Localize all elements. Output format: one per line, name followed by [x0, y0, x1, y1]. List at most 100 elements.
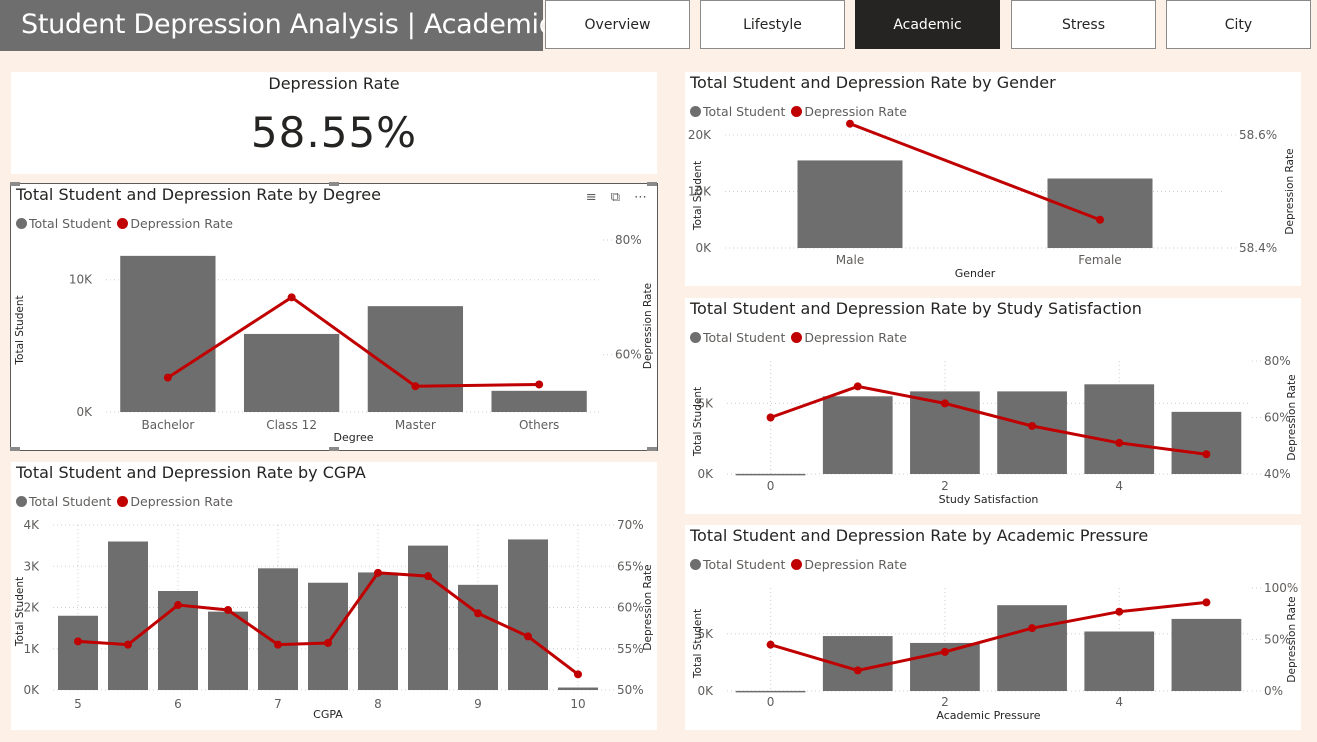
y-tick-label: 5K	[697, 396, 714, 410]
y2-tick-label: 58.4%	[1239, 241, 1277, 255]
focus-mode-icon[interactable]: ⧉	[610, 190, 620, 205]
bar	[58, 615, 98, 690]
legend-label: Depression Rate	[804, 557, 907, 572]
y2-tick-label: 100%	[1264, 581, 1298, 595]
legend-item-total-student[interactable]: Total Student	[690, 330, 785, 345]
legend-line-marker	[791, 106, 803, 117]
filter-icon[interactable]: ≡	[585, 190, 597, 205]
tab-city[interactable]: City	[1166, 0, 1311, 49]
bar	[408, 545, 448, 690]
y-tick-label: 5K	[697, 627, 714, 641]
chart-title: Total Student and Depression Rate by Gen…	[690, 73, 1056, 92]
legend-item-depression-rate[interactable]: Depression Rate	[117, 216, 233, 231]
line-point	[1115, 607, 1124, 616]
legend-bar-marker	[690, 559, 701, 570]
legend-item-depression-rate[interactable]: Depression Rate	[791, 557, 907, 572]
x-tick-label: 0	[767, 479, 775, 493]
x-tick-label: Others	[519, 418, 559, 432]
line-point	[374, 568, 382, 577]
line-point	[766, 640, 775, 649]
legend-item-depression-rate[interactable]: Depression Rate	[791, 104, 907, 119]
chart-title: Total Student and Depression Rate by CGP…	[16, 463, 366, 482]
y-axis-title: Total Student	[692, 387, 704, 457]
legend-item-depression-rate[interactable]: Depression Rate	[117, 494, 233, 509]
resize-handle[interactable]	[329, 447, 339, 451]
x-tick-label: 9	[474, 697, 482, 711]
legend-label: Depression Rate	[130, 216, 233, 231]
resize-handle[interactable]	[647, 447, 657, 451]
line-point	[474, 609, 482, 618]
legend-label: Total Student	[29, 494, 112, 509]
legend-bar-marker	[690, 332, 701, 343]
depression-rate-line	[770, 384, 1207, 456]
legend-line-marker	[791, 559, 803, 570]
degree-chart-card[interactable]: Total Student and Depression Rate by Deg…	[10, 182, 658, 451]
bar	[735, 690, 806, 693]
report-title: Student Depression Analysis | Academic	[21, 9, 554, 40]
y2-axis-title: Depression Rate	[1286, 596, 1298, 682]
legend-item-total-student[interactable]: Total Student	[690, 557, 785, 572]
x-axis-title: Gender	[955, 267, 996, 280]
x-tick-label: Female	[1078, 253, 1121, 267]
bar	[1171, 411, 1242, 474]
y2-tick-label: 40%	[1264, 467, 1291, 481]
legend-item-depression-rate[interactable]: Depression Rate	[791, 330, 907, 345]
line-point	[424, 572, 432, 581]
satisfaction-chart-card[interactable]: Total Student and Depression Rate by Stu…	[685, 298, 1301, 514]
gender-chart-card[interactable]: Total Student and Depression Rate by Gen…	[685, 72, 1301, 286]
resize-handle[interactable]	[647, 182, 657, 186]
bar	[1084, 384, 1155, 474]
report-header: Student Depression Analysis | Academic O…	[0, 0, 1317, 51]
tab-stress[interactable]: Stress	[1011, 0, 1156, 49]
resize-handle[interactable]	[10, 182, 20, 186]
y2-axis-title: Depression Rate	[1286, 374, 1298, 460]
kpi-card[interactable]: Depression Rate 58.55%	[11, 72, 657, 174]
legend-bar-marker	[16, 496, 27, 507]
y-tick-label: 20K	[688, 128, 712, 142]
legend-bar-marker	[16, 218, 27, 229]
line-point	[940, 647, 949, 656]
satisfaction-chart-plot: 0K 5K 40% 60% 80% 0 2 4 Study Satisfaction Total …	[692, 354, 1298, 506]
bar	[458, 584, 498, 690]
y2-tick-label: 80%	[615, 233, 642, 247]
legend-item-total-student[interactable]: Total Student	[690, 104, 785, 119]
bar	[108, 541, 148, 690]
x-tick-label: 4	[1115, 479, 1123, 493]
y2-tick-label: 50%	[1264, 633, 1291, 647]
depression-rate-line	[849, 122, 1101, 222]
legend-label: Total Student	[703, 104, 786, 119]
line-point	[1202, 450, 1211, 459]
tab-lifestyle[interactable]: Lifestyle	[700, 0, 845, 49]
y2-tick-label: 70%	[617, 518, 644, 532]
legend-line-marker	[117, 496, 129, 507]
bar	[797, 160, 903, 248]
pressure-chart-plot: 0K 5K 0% 50% 100% 0 2 4 Academic Pressure Total S…	[692, 581, 1298, 722]
tab-academic[interactable]: Academic	[855, 0, 1000, 49]
resize-handle[interactable]	[329, 182, 339, 186]
line-point	[74, 637, 82, 646]
bar	[367, 306, 464, 412]
chart-legend: Total Student Depression Rate	[690, 330, 913, 345]
y-tick-label: 2K	[23, 601, 40, 615]
y2-axis-title: Depression Rate	[642, 564, 654, 650]
cgpa-chart-card[interactable]: Total Student and Depression Rate by CGP…	[11, 462, 657, 730]
tab-overview[interactable]: Overview	[545, 0, 690, 49]
x-axis-title: Academic Pressure	[936, 709, 1040, 722]
more-options-icon[interactable]: ⋯	[634, 190, 647, 205]
bar	[208, 611, 248, 690]
pressure-chart-card[interactable]: Total Student and Depression Rate by Aca…	[685, 525, 1301, 730]
x-tick-label: 0	[767, 695, 775, 709]
visual-header-icons: ≡ ⧉ ⋯	[586, 190, 647, 205]
bar	[258, 568, 298, 690]
chart-title: Total Student and Depression Rate by Aca…	[690, 526, 1149, 545]
y-tick-label: 0K	[697, 467, 714, 481]
bar	[120, 255, 216, 412]
bar	[1171, 618, 1242, 691]
degree-chart-plot: 0K 10K 60% 80% Bachelor Class 12 Master Others D…	[14, 233, 654, 444]
legend-label: Total Student	[703, 557, 786, 572]
resize-handle[interactable]	[10, 447, 20, 451]
report-title-bar: Student Depression Analysis | Academic	[0, 0, 554, 51]
legend-item-total-student[interactable]: Total Student	[16, 216, 111, 231]
legend-item-total-student[interactable]: Total Student	[16, 494, 111, 509]
x-tick-label: 5	[74, 697, 82, 711]
